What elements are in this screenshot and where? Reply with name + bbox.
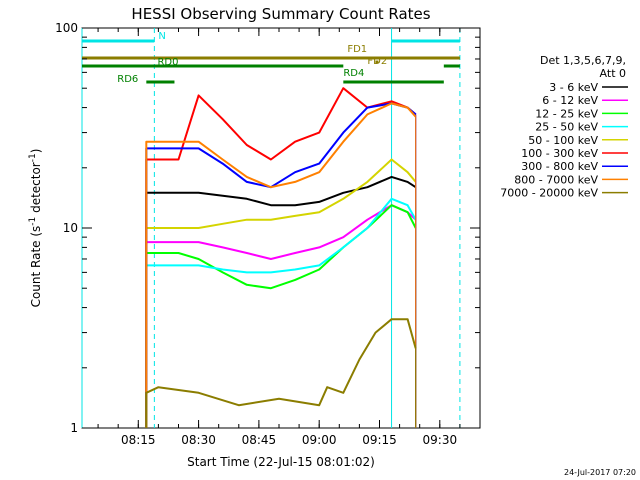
legend-label-3: 25 - 50 keV	[535, 121, 598, 134]
y-axis-label: Count Rate (s-1 detector-1)	[28, 149, 43, 308]
series-line-7	[145, 102, 417, 428]
status-bar-label-n: N	[158, 31, 165, 42]
y-tick-label-0: 1	[70, 421, 78, 435]
date-stamp: 24-Jul-2017 07:20	[564, 468, 636, 477]
y-axis-ticks: 1 10 100	[55, 21, 480, 435]
legend-label-5: 100 - 300 keV	[521, 147, 598, 160]
series-line-3	[145, 204, 417, 428]
status-bar-label-rd6: RD6	[117, 74, 138, 85]
y-axis-label-sup2: -1	[28, 153, 38, 162]
x-tick-label-1: 08:30	[181, 433, 216, 447]
plot-frame	[81, 27, 481, 429]
x-axis-label: Start Time (22-Jul-15 08:01:02)	[187, 455, 375, 469]
x-tick-label-5: 09:30	[423, 433, 458, 447]
series-line-6	[145, 87, 417, 428]
x-tick-label-3: 09:00	[302, 433, 337, 447]
data-series	[145, 87, 417, 428]
status-bar-label-fd1: FD1	[347, 44, 367, 55]
y-axis-label-sup: -1	[28, 217, 38, 226]
legend-label-4: 50 - 100 keV	[528, 134, 598, 147]
series-line-1	[145, 175, 417, 428]
status-bar-label-rd0: RD0	[157, 57, 178, 68]
y-axis-label-tail: detector	[29, 162, 43, 217]
legend-label-1: 6 - 12 keV	[542, 94, 598, 107]
x-tick-label-2: 08:45	[242, 433, 277, 447]
legend-label-2: 12 - 25 keV	[535, 107, 598, 120]
series-line-8	[145, 102, 417, 428]
y-tick-label-1: 10	[63, 221, 78, 235]
x-tick-label-4: 09:15	[362, 433, 397, 447]
status-bar-label-rd4: RD4	[343, 68, 364, 79]
legend-label-6: 300 - 800 keV	[521, 160, 598, 173]
series-line-2	[145, 204, 417, 428]
y-axis-label-main: Count Rate (s	[29, 226, 43, 308]
x-axis-ticks: 08:15 08:30 08:45 09:00 09:15 09:30	[97, 28, 481, 447]
vertical-markers	[81, 28, 461, 428]
legend-label-0: 3 - 6 keV	[549, 81, 598, 94]
legend-label-8: 7000 - 20000 keV	[500, 187, 598, 200]
legend-label-7: 800 - 7000 keV	[514, 173, 598, 186]
status-bar-label-fd2: FD2	[367, 56, 387, 67]
series-line-4	[145, 197, 417, 428]
series-line-9	[145, 318, 417, 428]
legend-header-line1: Det 1,3,5,6,7,9,	[540, 54, 626, 67]
y-axis-label-close: )	[29, 149, 43, 154]
legend-header-line2: Att 0	[600, 67, 626, 80]
series-line-5	[145, 158, 417, 428]
x-tick-label-0: 08:15	[121, 433, 156, 447]
chart-title: HESSI Observing Summary Count Rates	[131, 5, 430, 23]
y-tick-label-2: 100	[55, 21, 78, 35]
